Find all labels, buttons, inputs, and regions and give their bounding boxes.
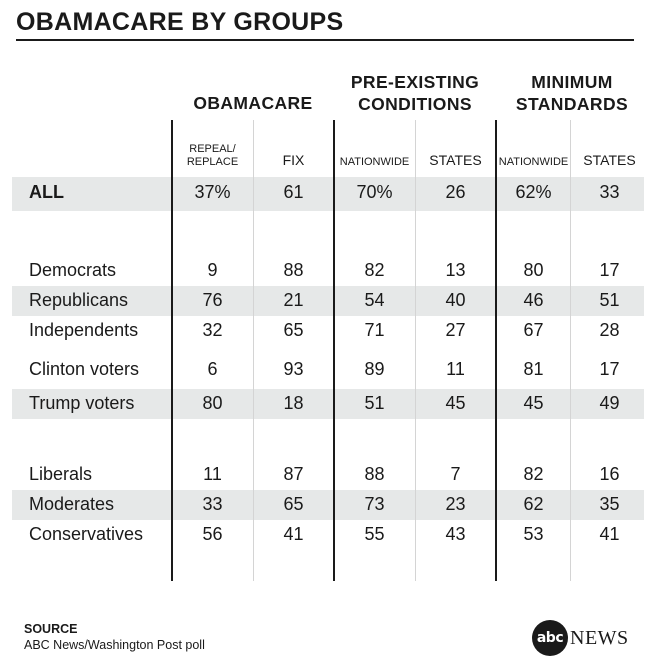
table-cell: 27	[445, 320, 466, 340]
abc-news-logo: abc NEWS	[532, 620, 629, 656]
table-cell: 76	[202, 290, 223, 310]
column-divider	[253, 120, 254, 581]
table-cell: 40	[445, 290, 466, 310]
table-cell: 41	[283, 524, 304, 544]
table-cell: 33	[599, 182, 620, 202]
table-cell: 41	[599, 524, 620, 544]
table-cell: 81	[523, 359, 544, 379]
table-cell: 65	[283, 320, 304, 340]
table-cell: 17	[599, 260, 620, 280]
table-cell: 65	[283, 494, 304, 514]
table-cell: 37%	[194, 182, 231, 202]
table-cell: 45	[523, 393, 544, 413]
table-cell: 32	[202, 320, 223, 340]
row-label: Republicans	[29, 290, 129, 310]
table-cell: 43	[445, 524, 466, 544]
row-label: Democrats	[29, 260, 117, 280]
abc-logo-icon: abc	[532, 620, 568, 656]
table-cell: 54	[364, 290, 385, 310]
row-label: Clinton voters	[29, 359, 140, 379]
table-cell: 51	[364, 393, 385, 413]
row-band	[12, 286, 644, 316]
table-cell: 11	[446, 359, 465, 379]
table-cell: 87	[283, 464, 304, 484]
table-cell: 33	[202, 494, 223, 514]
row-label: Liberals	[29, 464, 93, 484]
row-label: ALL	[29, 182, 64, 202]
column-divider	[495, 120, 497, 581]
column-divider	[333, 120, 335, 581]
table-cell: 61	[283, 182, 304, 202]
row-label: Independents	[29, 320, 139, 340]
table-cell: 88	[283, 260, 304, 280]
row-label: Conservatives	[29, 524, 144, 544]
table-cell: 51	[599, 290, 620, 310]
table-cell: 26	[445, 182, 466, 202]
column-header: FIX	[282, 152, 305, 168]
source-heading: SOURCE	[24, 622, 78, 636]
row-label: Trump voters	[29, 393, 135, 413]
table-cell: 35	[599, 494, 620, 514]
row-band	[12, 177, 644, 211]
chart-title: OBAMACARE BY GROUPS	[16, 8, 344, 36]
table-cell: 70%	[356, 182, 393, 202]
column-header: NATIONWIDE	[498, 156, 569, 168]
table-cell: 23	[445, 494, 466, 514]
table-cell: 56	[202, 524, 223, 544]
column-header: REPEAL/ REPLACE	[186, 143, 239, 168]
column-divider	[570, 120, 571, 581]
table-cell: 82	[364, 260, 385, 280]
group-header: PRE-EXISTING CONDITIONS	[350, 72, 480, 114]
logo-word: NEWS	[570, 626, 629, 649]
table-cell: 62	[523, 494, 544, 514]
table-cell: 17	[599, 359, 620, 379]
table-cell: 13	[445, 260, 466, 280]
group-header: MINIMUM STANDARDS	[515, 72, 629, 114]
table-cell: 88	[364, 464, 385, 484]
group-header: OBAMACARE	[193, 93, 313, 113]
table-cell: 80	[523, 260, 544, 280]
row-band	[12, 490, 644, 520]
title-rule	[16, 39, 634, 41]
table-cell: 49	[599, 393, 620, 413]
table-cell: 18	[283, 393, 304, 413]
column-divider	[171, 120, 173, 581]
table-cell: 80	[202, 393, 223, 413]
table-cell: 6	[207, 359, 218, 379]
table-cell: 46	[523, 290, 544, 310]
table-cell: 16	[599, 464, 620, 484]
table-cell: 93	[283, 359, 304, 379]
table-cell: 73	[364, 494, 385, 514]
source-text: ABC News/Washington Post poll	[24, 638, 205, 652]
column-header: NATIONWIDE	[339, 156, 410, 168]
table-cell: 7	[450, 464, 461, 484]
table-cell: 11	[203, 464, 222, 484]
row-band	[12, 389, 644, 419]
table-cell: 89	[364, 359, 385, 379]
table-cell: 71	[364, 320, 385, 340]
column-divider	[415, 120, 416, 581]
table-cell: 9	[207, 260, 218, 280]
table-cell: 62%	[515, 182, 552, 202]
table-cell: 55	[364, 524, 385, 544]
table-cell: 45	[445, 393, 466, 413]
table-cell: 82	[523, 464, 544, 484]
row-label: Moderates	[29, 494, 115, 514]
table-cell: 21	[283, 290, 304, 310]
table-cell: 28	[599, 320, 620, 340]
table-cell: 53	[523, 524, 544, 544]
column-header: STATES	[583, 152, 636, 168]
table-cell: 67	[523, 320, 544, 340]
column-header: STATES	[429, 152, 482, 168]
